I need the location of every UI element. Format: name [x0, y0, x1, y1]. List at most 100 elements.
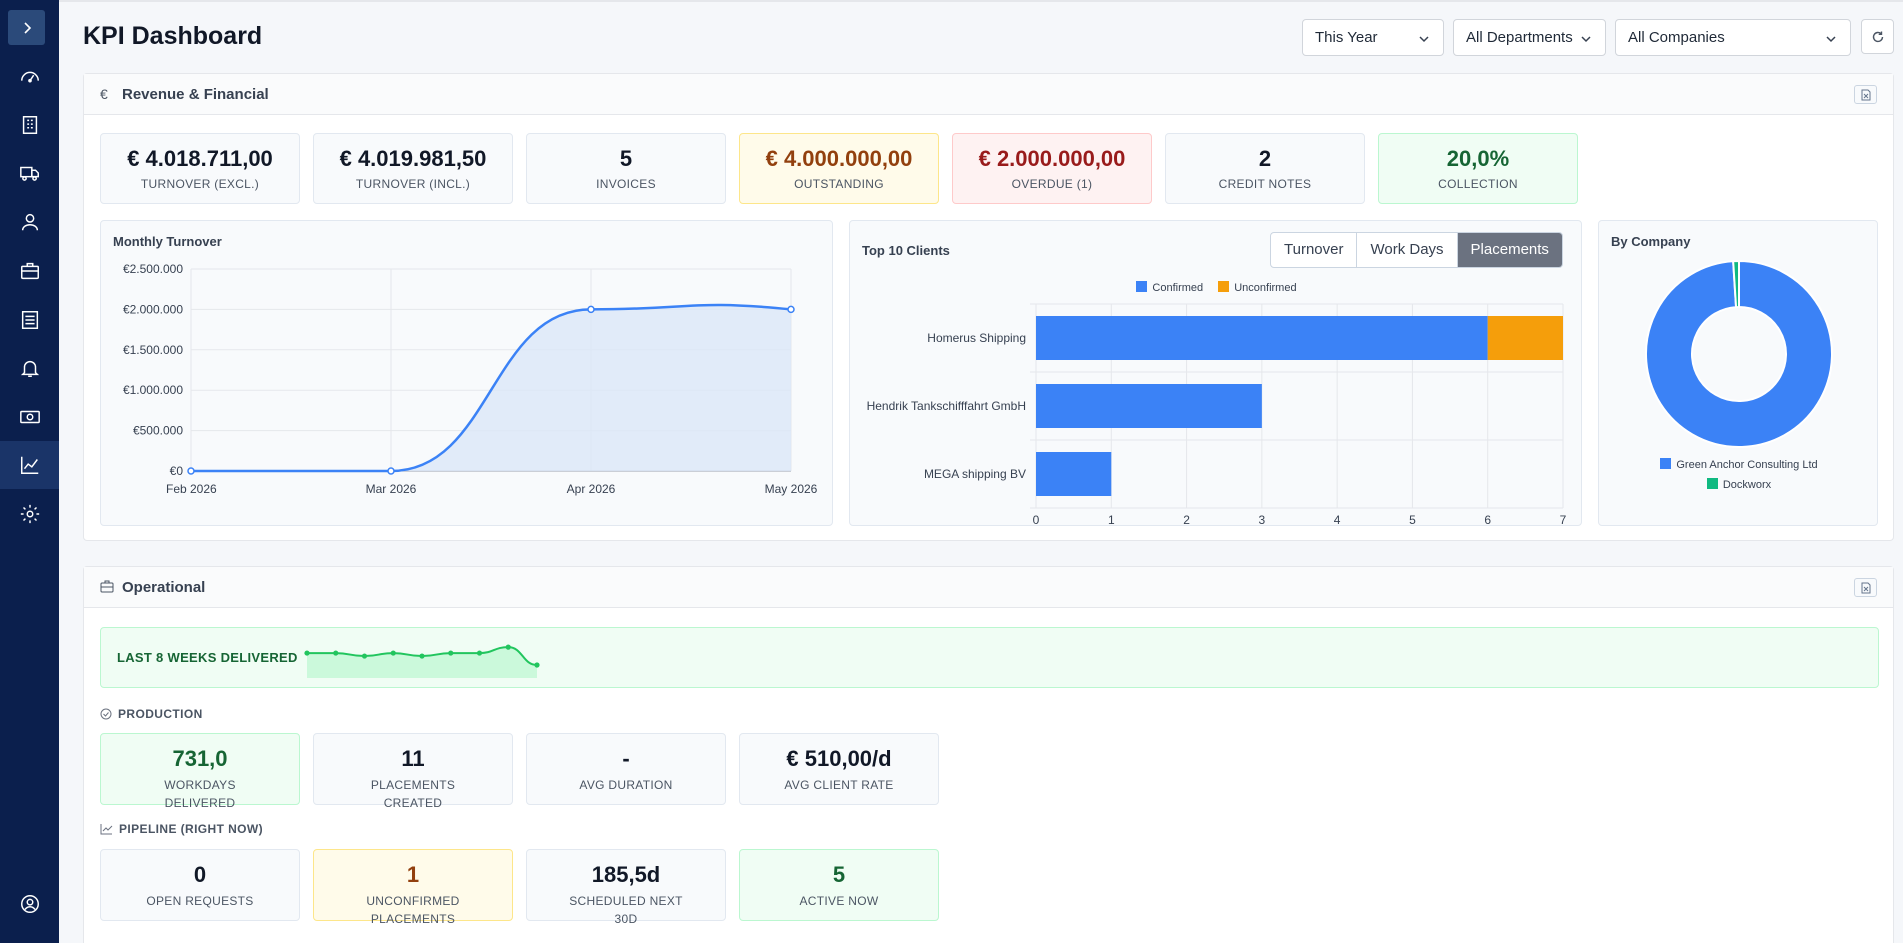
legend-swatch [1660, 458, 1672, 469]
panel-title: By Company [1611, 234, 1691, 249]
kpi-label: INVOICES [596, 177, 656, 191]
kpi-label: SCHEDULED NEXT 30D [569, 894, 683, 926]
briefcase-icon [20, 262, 39, 280]
kpi-value: € 4.019.981,50 [339, 146, 487, 171]
sidebar-item-transport[interactable] [0, 149, 59, 197]
operational-section-header: Operational [84, 567, 1893, 608]
chart-legend: Green Anchor Consulting Ltd Dockworx [1599, 458, 1879, 491]
legend-swatch [1136, 281, 1148, 292]
sidebar-item-people[interactable] [0, 198, 59, 246]
category-label: Homerus Shipping [927, 331, 1026, 345]
legend-item: Green Anchor Consulting Ltd [1599, 458, 1879, 471]
pie-slice[interactable] [1732, 259, 1740, 309]
x-tick-label: 1 [1108, 513, 1115, 527]
chart-line-icon [100, 824, 113, 835]
y-tick-label: €1.500.000 [123, 343, 183, 357]
legend-item: Unconfirmed [1218, 281, 1297, 294]
sidebar-toggle-button[interactable] [8, 10, 45, 45]
bar[interactable] [1036, 452, 1112, 496]
tab-work-days[interactable]: Work Days [1357, 233, 1458, 267]
top-clients-panel: Top 10 Clients Turnover Work Days Placemen… [849, 220, 1583, 527]
sparkline-point [505, 644, 511, 650]
chevron-down-icon [1419, 36, 1429, 43]
x-tick-label: 3 [1259, 513, 1266, 527]
chevron-down-icon [1581, 36, 1591, 43]
y-tick-label: €0 [170, 464, 184, 478]
data-point[interactable] [187, 467, 195, 475]
cash-icon [19, 410, 40, 424]
sidebar-item-companies[interactable] [0, 101, 59, 149]
tab-placements[interactable]: Placements [1457, 233, 1562, 267]
kpi-card: 11 PLACEMENTS CREATED [313, 733, 513, 810]
legend-label: Unconfirmed [1234, 282, 1297, 294]
bar[interactable] [1036, 316, 1488, 360]
file-excel-icon [1861, 89, 1870, 100]
kpi-label: OPEN REQUESTS [146, 894, 254, 908]
x-tick-label: 0 [1033, 513, 1040, 527]
kpi-label: WORKDAYS DELIVERED [164, 778, 236, 810]
data-point[interactable] [387, 467, 395, 475]
top-divider [59, 0, 1903, 2]
x-tick-label: 6 [1484, 513, 1491, 527]
list-icon [21, 311, 38, 329]
category-label: Hendrik Tankschifffahrt GmbH [867, 399, 1026, 413]
kpi-value: € 2.000.000,00 [978, 146, 1126, 171]
sparkline-point [333, 650, 339, 656]
x-tick-label: 2 [1183, 513, 1190, 527]
x-tick-label: Mar 2026 [366, 482, 417, 496]
sparkline-point [448, 650, 454, 656]
kpi-card: 2 CREDIT NOTES [1165, 133, 1365, 204]
bar[interactable] [1036, 384, 1262, 428]
department-select[interactable]: All Departments [1453, 19, 1606, 56]
sidebar-item-notifications[interactable] [0, 344, 59, 392]
export-excel-button[interactable] [1854, 85, 1877, 104]
user-icon [21, 213, 38, 231]
sparkline-point [476, 650, 483, 656]
period-select[interactable]: This Year [1302, 19, 1444, 56]
panel-title: Top 10 Clients [862, 243, 950, 258]
data-point[interactable] [587, 305, 595, 314]
kpi-value: 11 [401, 746, 425, 771]
kpi-label: UNCONFIRMED PLACEMENTS [366, 894, 460, 926]
period-select-value: This Year [1315, 29, 1378, 46]
sidebar-item-dashboard[interactable] [0, 53, 59, 101]
series-area [191, 304, 791, 471]
kpi-card: € 4.000.000,00 OUTSTANDING [739, 133, 939, 204]
kpi-label: PLACEMENTS CREATED [370, 778, 456, 810]
chevron-right-icon [23, 21, 31, 34]
revenue-section: € Revenue & Financial € 4.018.711,00 TURN… [83, 73, 1894, 541]
legend-item: Confirmed [1136, 281, 1204, 294]
kpi-card: 0 OPEN REQUESTS [100, 849, 300, 921]
sidebar-item-kpi[interactable] [0, 441, 59, 489]
y-tick-label: €500.000 [133, 424, 183, 438]
building-icon [22, 116, 37, 134]
data-point[interactable] [787, 305, 795, 314]
by-company-panel: By Company Green Anchor Consulting Ltd D… [1598, 220, 1878, 526]
chart-legend: Confirmed Unconfirmed [850, 281, 1583, 294]
kpi-value: 731,0 [172, 746, 228, 771]
sidebar-item-lists[interactable] [0, 296, 59, 344]
kpi-value: 5 [619, 146, 633, 171]
production-title: PRODUCTION [118, 707, 203, 721]
dashboard-icon [20, 71, 39, 83]
tab-turnover[interactable]: Turnover [1271, 233, 1358, 267]
chart-line-icon [20, 456, 38, 474]
pie-slice[interactable] [1645, 259, 1833, 448]
refresh-button[interactable] [1861, 19, 1894, 54]
bar[interactable] [1487, 316, 1563, 360]
sidebar-item-account[interactable] [0, 880, 59, 928]
kpi-card: € 510,00/d AVG CLIENT RATE [739, 733, 939, 805]
export-excel-button[interactable] [1854, 578, 1877, 597]
kpi-card: - AVG DURATION [526, 733, 726, 805]
legend-label: Confirmed [1152, 282, 1204, 294]
sidebar-item-finance[interactable] [0, 393, 59, 441]
legend-label: Dockworx [1722, 479, 1772, 491]
company-select-value: All Companies [1628, 29, 1725, 46]
monthly-turnover-panel: Monthly Turnover €0 €500.000 €1.000.000 €1.… [100, 220, 833, 526]
kpi-label: OUTSTANDING [794, 177, 884, 191]
sidebar-item-settings[interactable] [0, 490, 59, 538]
section-title: Revenue & Financial [122, 86, 269, 103]
sidebar-item-jobs[interactable] [0, 247, 59, 295]
x-tick-label: 4 [1334, 513, 1341, 527]
company-select[interactable]: All Companies [1615, 19, 1851, 56]
